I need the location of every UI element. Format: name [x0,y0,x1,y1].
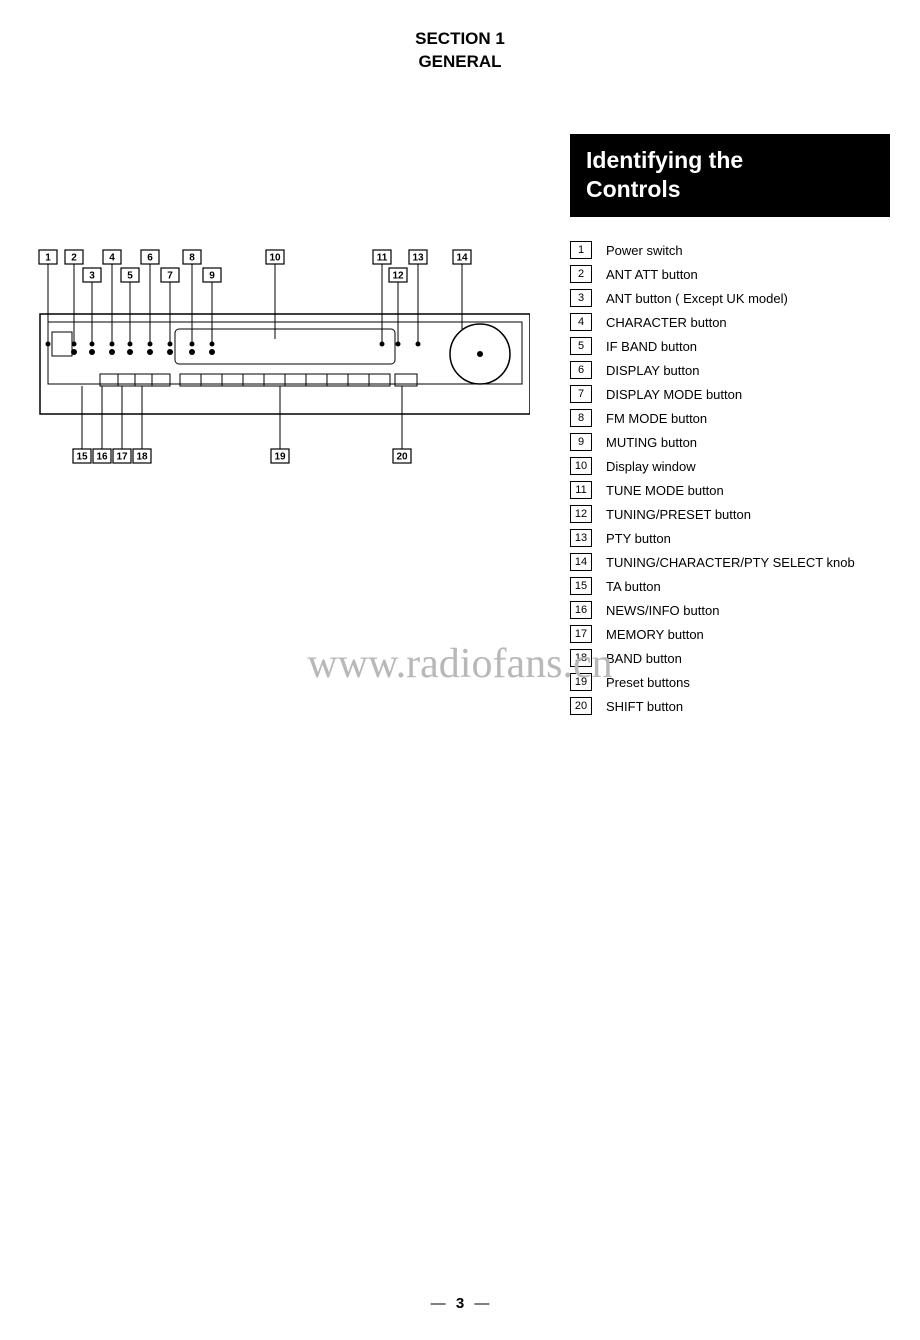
svg-text:1: 1 [45,253,51,264]
legend-number-box: 17 [570,625,592,643]
legend-number-box: 3 [570,289,592,307]
legend-item: 20 SHIFT button [570,697,890,715]
legend-item: 15 TA button [570,577,890,595]
legend-item: 18 BAND button [570,649,890,667]
dash-left: — [431,1295,446,1312]
svg-text:9: 9 [209,271,215,282]
legend-item: 11 TUNE MODE button [570,481,890,499]
svg-text:19: 19 [274,452,286,463]
legend-item: 2 ANT ATT button [570,265,890,283]
legend-number-box: 19 [570,673,592,691]
svg-text:12: 12 [392,271,404,282]
legend-label: TA button [606,579,661,594]
legend-label: Preset buttons [606,675,690,690]
legend-number-box: 7 [570,385,592,403]
legend-item: 14 TUNING/CHARACTER/PTY SELECT knob [570,553,890,571]
legend-label: TUNING/PRESET button [606,507,751,522]
banner-title: Identifying the Controls [570,134,890,218]
section-header: SECTION 1 GENERAL [0,0,920,74]
svg-text:10: 10 [269,253,281,264]
legend-item: 8 FM MODE button [570,409,890,427]
legend-number-box: 10 [570,457,592,475]
svg-text:6: 6 [147,253,153,264]
svg-text:11: 11 [377,253,388,264]
legend-label: Power switch [606,243,683,258]
svg-text:2: 2 [71,253,77,264]
legend-label: TUNING/CHARACTER/PTY SELECT knob [606,555,855,570]
legend-number-box: 13 [570,529,592,547]
legend-label: CHARACTER button [606,315,727,330]
legend-number-box: 11 [570,481,592,499]
content-row: 1234567891011121314 151617181920 Identif… [0,74,920,716]
svg-text:14: 14 [456,253,468,264]
legend-item: 6 DISPLAY button [570,361,890,379]
legend-label: PTY button [606,531,671,546]
legend-label: NEWS/INFO button [606,603,719,618]
banner-line1: Identifying the [586,146,874,175]
diagram-column: 1234567891011121314 151617181920 [30,134,540,716]
legend-number-box: 6 [570,361,592,379]
legend-number-box: 8 [570,409,592,427]
legend-number-box: 20 [570,697,592,715]
device-diagram: 1234567891011121314 151617181920 [30,244,530,474]
legend-number-box: 2 [570,265,592,283]
legend-number-box: 1 [570,241,592,259]
legend-label: FM MODE button [606,411,707,426]
legend-item: 5 IF BAND button [570,337,890,355]
section-line1: SECTION 1 [0,28,920,51]
svg-text:15: 15 [76,452,88,463]
section-line2: GENERAL [0,51,920,74]
legend-label: SHIFT button [606,699,683,714]
legend-label: MEMORY button [606,627,704,642]
legend-item: 12 TUNING/PRESET button [570,505,890,523]
legend-number-box: 15 [570,577,592,595]
legend-item: 4 CHARACTER button [570,313,890,331]
svg-text:3: 3 [89,271,95,282]
banner-line2: Controls [586,175,874,204]
legend-item: 10 Display window [570,457,890,475]
legend-number-box: 18 [570,649,592,667]
legend-column: Identifying the Controls 1 Power switch 2A… [570,134,890,716]
legend-number-box: 12 [570,505,592,523]
legend-label: Display window [606,459,696,474]
page-number: 3 [456,1295,464,1312]
legend-label: ANT ATT button [606,267,698,282]
legend-number-box: 9 [570,433,592,451]
legend-item: 3 ANT button ( Except UK model) [570,289,890,307]
legend-label: DISPLAY button [606,363,699,378]
legend-item: 17 MEMORY button [570,625,890,643]
svg-text:20: 20 [396,452,408,463]
legend-number-box: 16 [570,601,592,619]
legend-item: 1 Power switch [570,241,890,259]
svg-text:18: 18 [136,452,148,463]
legend-number-box: 5 [570,337,592,355]
legend-label: TUNE MODE button [606,483,724,498]
svg-text:4: 4 [109,253,115,264]
legend-item: 13 PTY button [570,529,890,547]
legend-number-box: 14 [570,553,592,571]
legend-label: BAND button [606,651,682,666]
legend-label: IF BAND button [606,339,697,354]
legend-label: MUTING button [606,435,697,450]
svg-text:8: 8 [189,253,195,264]
legend-label: DISPLAY MODE button [606,387,742,402]
svg-text:13: 13 [412,253,424,264]
legend-item: 9 MUTING button [570,433,890,451]
legend-list: 1 Power switch 2 ANT ATT button 3 ANT button … [570,241,890,715]
legend-item: 7 DISPLAY MODE button [570,385,890,403]
svg-text:17: 17 [116,452,128,463]
dash-right: — [474,1295,489,1312]
page-footer: — 3 — [0,1295,920,1312]
legend-item: 19 Preset buttons [570,673,890,691]
svg-text:5: 5 [127,271,133,282]
svg-text:7: 7 [167,271,173,282]
legend-label: ANT button ( Except UK model) [606,291,788,306]
svg-text:16: 16 [96,452,108,463]
legend-number-box: 4 [570,313,592,331]
legend-item: 16 NEWS/INFO button [570,601,890,619]
